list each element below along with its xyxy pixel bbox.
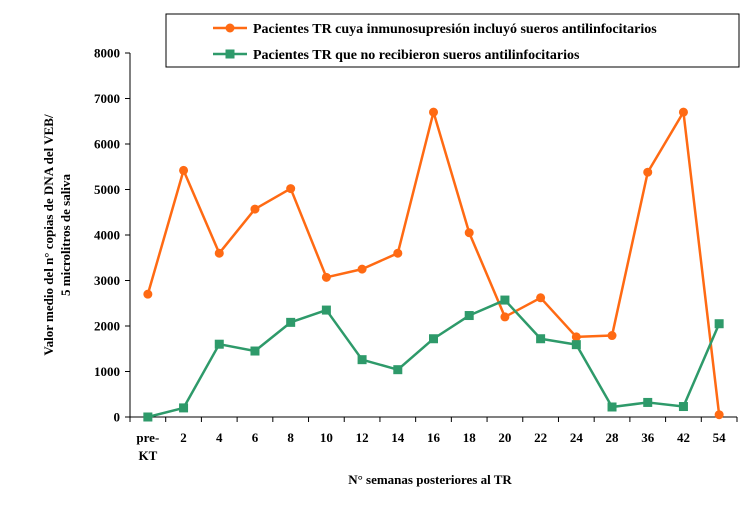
data-point-series-2	[571, 340, 581, 350]
legend-box	[165, 13, 740, 68]
y-tick-label: 5000	[94, 182, 120, 197]
data-point-series-1	[214, 248, 224, 258]
y-tick-label: 8000	[94, 46, 120, 61]
x-tick-label: 6	[252, 430, 259, 445]
data-point-series-2	[464, 311, 474, 321]
data-point-series-2	[321, 305, 331, 315]
data-point-series-1	[321, 272, 331, 282]
data-point-series-2	[536, 334, 546, 344]
x-tick-label: 16	[427, 430, 441, 445]
data-point-series-2	[643, 397, 653, 407]
data-point-series-1	[536, 293, 546, 303]
data-point-series-2	[214, 339, 224, 349]
data-point-series-2	[250, 346, 260, 356]
data-point-series-1	[714, 410, 724, 420]
data-point-series-1	[179, 165, 189, 175]
data-point-series-1	[464, 228, 474, 238]
data-point-series-2	[393, 365, 403, 375]
data-point-series-1	[393, 248, 403, 258]
y-axis-title: Valor medio del n° copias de DNA del VEB…	[41, 114, 73, 356]
data-point-series-2	[678, 402, 688, 412]
x-tick-label: 20	[498, 430, 511, 445]
data-point-series-1	[143, 289, 153, 299]
data-point-series-1	[607, 331, 617, 341]
x-tick-label: 18	[463, 430, 477, 445]
y-tick-label: 7000	[94, 91, 120, 106]
y-axis-title-line-2: 5 microlitros de saliva	[58, 174, 73, 296]
data-point-series-2	[286, 317, 296, 327]
y-tick-label: 1000	[94, 364, 120, 379]
y-tick-label: 2000	[94, 319, 120, 334]
y-tick-label: 4000	[94, 228, 120, 243]
x-tick-label: 36	[641, 430, 655, 445]
data-point-series-2	[429, 334, 438, 344]
series-layer	[143, 107, 724, 422]
x-axis-ticks: pre-KT2 4 6 8 10 12 14 16 18 20 22 24 28 36 42 54	[129, 417, 738, 463]
x-tick-label: 54	[713, 430, 727, 445]
x-tick-label: 4	[216, 430, 223, 445]
data-point-series-1	[643, 167, 653, 177]
data-point-series-2	[714, 319, 724, 329]
data-point-series-1	[429, 107, 438, 117]
series-line-1	[146, 110, 721, 415]
x-tick-label: 24	[570, 430, 584, 445]
data-point-series-1	[571, 332, 581, 342]
x-tick-label: 28	[606, 430, 620, 445]
data-point-series-1	[678, 107, 688, 117]
legend-label-series-2: Pacientes TR que no recibieron sueros an…	[253, 48, 580, 63]
x-tick-label: pre-	[136, 430, 159, 445]
y-tick-label: 3000	[94, 273, 120, 288]
y-axis-ticks: 0 1000 2000 3000 4000 5000 6000 7000 8000	[94, 46, 130, 425]
y-tick-label: 6000	[94, 137, 120, 152]
x-axis-title: N° semanas posteriores al TR	[348, 472, 512, 487]
y-axis-title-line-1: Valor medio del n° copias de DNA del VEB…	[41, 114, 56, 356]
x-tick-label: 8	[287, 430, 294, 445]
data-point-series-1	[357, 264, 367, 274]
x-tick-label: 10	[320, 430, 333, 445]
y-tick-label: 0	[114, 410, 121, 425]
data-point-series-2	[143, 412, 153, 422]
series-line-2	[147, 298, 721, 419]
data-point-series-2	[179, 403, 189, 413]
x-tick-label: 22	[534, 430, 547, 445]
data-point-series-2	[500, 295, 510, 305]
data-point-series-2	[357, 355, 367, 365]
data-point-series-2	[607, 402, 617, 412]
x-tick-label: 42	[677, 430, 690, 445]
x-tick-label: KT	[138, 448, 157, 463]
x-tick-label: 14	[391, 430, 405, 445]
data-point-series-1	[500, 312, 510, 322]
x-tick-label: 12	[356, 430, 369, 445]
legend-marker-series-2	[225, 49, 235, 59]
data-point-series-1	[286, 184, 296, 194]
legend-marker-series-1	[225, 23, 235, 33]
x-tick-label: 2	[180, 430, 187, 445]
legend-label-series-1: Pacientes TR cuya inmunosupresión incluy…	[253, 22, 657, 37]
data-point-series-1	[250, 204, 260, 214]
legend: Pacientes TR cuya inmunosupresión incluy…	[165, 13, 740, 68]
